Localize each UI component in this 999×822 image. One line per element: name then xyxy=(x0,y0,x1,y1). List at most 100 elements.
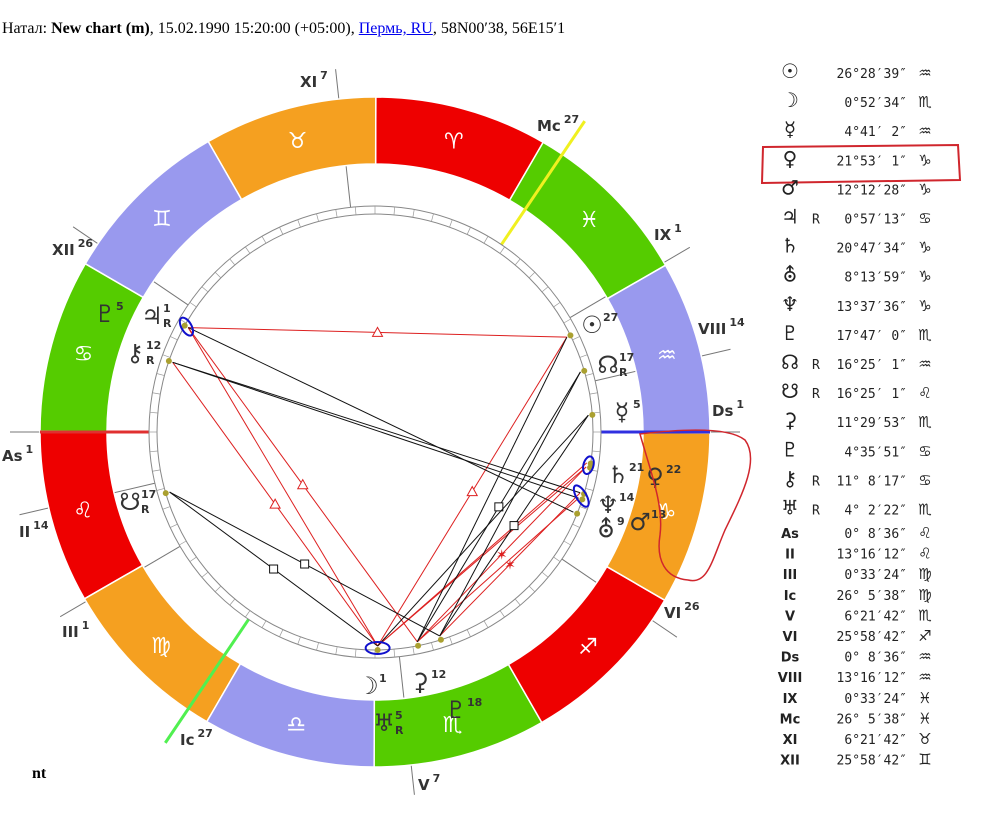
planet-point xyxy=(579,496,586,503)
table-sign: ♌ xyxy=(918,384,931,402)
house-name: Mc xyxy=(537,117,561,135)
degree-tick xyxy=(528,271,536,279)
planet-point xyxy=(567,332,574,339)
planet-point xyxy=(437,636,444,643)
aspect-symbol xyxy=(494,502,504,512)
house-label: Mc 27 xyxy=(537,113,579,135)
house-degree: 26 xyxy=(78,237,94,250)
degree-tick xyxy=(553,556,561,562)
table-sign: ♑ xyxy=(918,239,931,257)
degree-tick xyxy=(149,411,158,414)
degree-tick xyxy=(514,598,521,606)
table-sign: ♏ xyxy=(918,501,932,519)
degree-tick xyxy=(483,620,489,628)
sign-glyph: ♐ xyxy=(578,635,598,660)
table-degree: 13°16′12″ xyxy=(837,671,907,686)
table-symbol: Ic xyxy=(784,589,797,604)
table-sign: ♏ xyxy=(918,93,932,111)
degree-tick xyxy=(316,642,319,651)
coords: , 58N00′38, 56E15′1 xyxy=(432,20,566,37)
degree-tick xyxy=(152,469,161,472)
planet-degree: 22 xyxy=(666,463,681,476)
table-sign: ♋ xyxy=(918,471,931,489)
degree-tick xyxy=(585,488,594,491)
house-name: II xyxy=(19,523,30,541)
planet-point xyxy=(581,367,588,374)
conjunction-mark xyxy=(572,484,590,508)
table-degree: 16°25′ 1″ xyxy=(837,358,907,373)
degree-tick xyxy=(412,209,415,218)
degree-tick xyxy=(449,636,453,645)
house-name: V xyxy=(418,776,430,794)
aspect-line xyxy=(172,361,581,494)
table-symbol: Mc xyxy=(780,712,801,727)
house-label: XII 26 xyxy=(52,237,93,259)
degree-tick xyxy=(261,236,267,244)
table-sign: ♓ xyxy=(918,709,931,727)
planet-glyph: ♄ xyxy=(607,461,629,489)
house-label: As 1 xyxy=(2,443,33,465)
table-symbol: VI xyxy=(783,630,798,645)
planet-glyph: ♇ xyxy=(94,300,116,328)
aspect-line xyxy=(439,492,581,637)
degree-tick xyxy=(431,642,434,651)
table-retro: R xyxy=(812,387,820,402)
degree-tick xyxy=(589,392,598,395)
degree-tick xyxy=(553,302,561,308)
planet-point xyxy=(162,490,169,497)
aspect-line xyxy=(416,497,579,643)
house-label: III 1 xyxy=(62,619,89,641)
degree-tick xyxy=(354,206,357,215)
table-sign: ♉ xyxy=(918,730,931,748)
house-name: IX xyxy=(654,226,672,244)
angle-axis xyxy=(164,616,251,744)
planet-glyph: ♂ xyxy=(629,508,651,536)
degree-tick xyxy=(149,450,158,453)
house-degree: 14 xyxy=(33,519,49,532)
planet-glyph: ☽ xyxy=(357,672,379,700)
aspect-symbol: ✶ xyxy=(496,547,508,563)
sign-glyph: ♏ xyxy=(443,713,463,738)
table-degree: 21°53′ 1″ xyxy=(837,154,907,169)
table-degree: 6°21′42″ xyxy=(844,733,907,748)
table-symbol: ⚷ xyxy=(783,466,798,490)
table-symbol: ♄ xyxy=(781,234,799,258)
house-name: As xyxy=(2,447,23,465)
sign-segment xyxy=(508,141,667,300)
planet-degree: 5 xyxy=(395,709,403,722)
planet-glyph: ☊ xyxy=(597,351,618,379)
angle-axis xyxy=(499,120,586,248)
house-name: Ic xyxy=(180,731,194,749)
sign-glyph: ♍ xyxy=(151,634,171,659)
aspect-symbol xyxy=(466,485,479,497)
degree-tick xyxy=(393,649,396,658)
planet-point xyxy=(587,460,594,467)
table-degree: 26°28′39″ xyxy=(837,67,907,82)
degree-tick xyxy=(229,258,236,266)
table-symbol: III xyxy=(783,568,798,583)
planet-retro: R xyxy=(146,354,155,367)
planet-degree: 12 xyxy=(431,668,446,681)
degree-tick xyxy=(156,373,165,376)
table-sign: ♒ xyxy=(918,668,931,686)
place-link[interactable]: Пермь, RU xyxy=(358,20,433,37)
planet-glyph: ♃ xyxy=(141,302,163,330)
aspect-line xyxy=(439,371,581,637)
sign-glyph: ♈ xyxy=(444,129,464,154)
table-sign: ♋ xyxy=(918,210,931,228)
sign-glyph: ♎ xyxy=(286,713,306,738)
degree-tick xyxy=(170,523,178,528)
table-degree: 4° 2′22″ xyxy=(844,504,907,519)
degree-tick xyxy=(541,571,549,578)
table-degree: 4°41′ 2″ xyxy=(844,125,907,140)
house-label: Ds 1 xyxy=(712,398,744,420)
degree-tick xyxy=(245,246,251,254)
table-symbol: ⛢ xyxy=(783,263,798,287)
planet-retro: R xyxy=(163,317,172,330)
table-sign: ♑ xyxy=(918,297,931,315)
degree-tick xyxy=(466,629,471,637)
house-label: VIII 14 xyxy=(698,316,745,338)
house-degree: 7 xyxy=(433,772,441,785)
table-sign: ♑ xyxy=(918,268,931,286)
